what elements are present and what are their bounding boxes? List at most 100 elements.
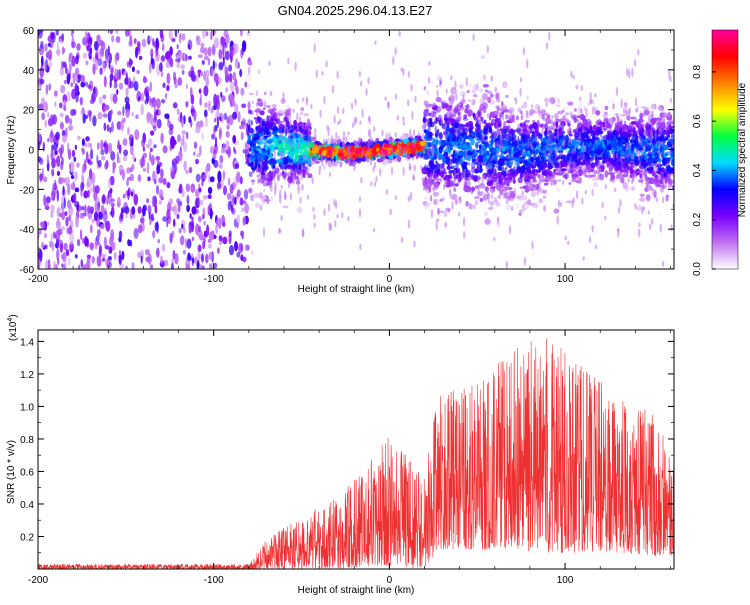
spectrogram-cell	[246, 31, 251, 36]
spectrogram-cell	[152, 229, 156, 239]
spectrogram-cell	[518, 212, 522, 216]
spectrogram-cell	[160, 70, 164, 78]
spectrogram-cell	[425, 119, 430, 122]
spectrogram-cell	[191, 257, 194, 267]
spectrogram-cell	[248, 187, 253, 194]
spectrogram-cell	[457, 111, 461, 116]
spectrogram-cell	[68, 148, 72, 160]
spectrogram-cell	[424, 203, 430, 210]
spectrogram-cell	[284, 144, 291, 151]
spectrogram-cell	[541, 171, 549, 176]
spectrogram-cell	[263, 91, 267, 96]
spectrogram-cell	[112, 166, 115, 174]
spectrogram-cell	[640, 196, 645, 203]
spectrogram-cell	[542, 116, 546, 121]
spectrogram-cell	[178, 183, 183, 194]
spectrogram-cell	[473, 152, 477, 158]
spectrogram-cell	[76, 43, 81, 51]
spectrogram-cell	[68, 162, 71, 170]
spectrogram-cell	[234, 57, 239, 69]
spectrogram-cell	[457, 146, 461, 150]
spectrogram-cell	[602, 127, 608, 131]
spectrogram-cell	[568, 133, 573, 137]
spectrogram-cell	[255, 90, 259, 97]
spectrogram-cell	[63, 106, 67, 111]
spectrogram-cell	[541, 123, 546, 130]
spectrogram-cell	[108, 261, 112, 269]
spectrogram-cell	[205, 31, 209, 37]
spectrogram-cell	[636, 205, 643, 211]
spectrogram-cell	[656, 117, 662, 121]
spectrogram-cell	[141, 38, 147, 48]
spectrogram-cell	[176, 44, 179, 50]
spectrogram-cell	[555, 118, 561, 123]
spectrogram-cell	[598, 173, 605, 181]
spectrogram-cell	[47, 111, 50, 118]
spectrogram-cell	[502, 187, 509, 192]
spectrogram-cell	[160, 132, 164, 144]
spectrogram-cell	[294, 154, 300, 162]
spectrogram-cell	[555, 95, 558, 103]
spectrogram-cell	[193, 151, 196, 156]
spectrogram-cell	[420, 152, 423, 159]
spectrogram-cell	[126, 61, 130, 68]
spectrogram-cell	[427, 122, 433, 128]
spectrogram-cell	[584, 168, 589, 173]
spectrogram-cell	[84, 31, 88, 39]
spectrogram-cell	[591, 125, 597, 131]
spectrogram-cell	[139, 217, 145, 224]
spectrogram-cell	[101, 253, 107, 259]
spectrogram-cell	[103, 236, 107, 248]
spectrogram-cell	[465, 200, 469, 207]
spectrogram-cell	[201, 132, 204, 141]
spectrogram-cell	[454, 122, 461, 126]
spectrogram-cell	[218, 48, 223, 60]
spectrogram-cell	[498, 158, 503, 165]
spectrogram-cell	[255, 166, 260, 173]
spectrogram-cell	[62, 177, 66, 183]
spectrogram-cell	[69, 118, 73, 126]
spectrogram-cell	[497, 117, 502, 124]
spectrogram-cell	[486, 173, 490, 178]
spectrogram-cell	[564, 112, 570, 116]
spectrogram-cell	[452, 88, 457, 96]
spectrogram-cell	[86, 254, 91, 259]
spectrogram-cell	[615, 174, 619, 180]
spectrogram-cell	[40, 241, 45, 249]
spectrogram-cell	[109, 126, 112, 134]
spectrogram-cell	[567, 143, 574, 148]
spectrogram-cell	[85, 136, 90, 142]
spectrogram-cell	[214, 37, 219, 49]
spectrogram-cell	[76, 162, 80, 168]
spectrogram-cell	[488, 206, 494, 210]
spectrogram-cell	[125, 213, 128, 219]
spectrogram-cell	[481, 157, 488, 163]
spectrogram-cell	[228, 177, 231, 186]
spectrogram-cell	[472, 175, 479, 182]
spectrogram-cell	[181, 115, 184, 128]
spectrogram-cell	[89, 142, 93, 149]
spectrogram-cell	[181, 223, 184, 230]
spectrogram-cell	[183, 160, 187, 172]
spectrogram-cell	[185, 101, 189, 108]
spectrogram-cell	[578, 168, 583, 177]
spectrogram-cell	[293, 119, 297, 127]
spectrogram-cell	[146, 112, 151, 124]
spectrogram-cell	[623, 132, 630, 135]
spectrogram-cell	[471, 155, 474, 159]
spectrogram-cell	[161, 243, 166, 252]
spectrogram-cell	[482, 92, 488, 101]
spectrogram-cell	[284, 158, 289, 165]
spectrogram-cell	[185, 263, 191, 269]
spectrogram-cell	[64, 114, 70, 124]
spectrogram-cell	[74, 75, 79, 83]
spectrogram-cell	[110, 109, 113, 115]
spectrogram-cell	[203, 221, 206, 226]
spectrogram-cell	[56, 48, 61, 55]
spectrogram-cell	[80, 187, 83, 198]
spectrogram-cell	[244, 81, 248, 88]
spectrogram-cell	[257, 178, 261, 184]
spectrogram-cell	[491, 148, 495, 155]
spectrogram-cell	[466, 89, 470, 94]
spectrogram-cell	[254, 160, 259, 168]
